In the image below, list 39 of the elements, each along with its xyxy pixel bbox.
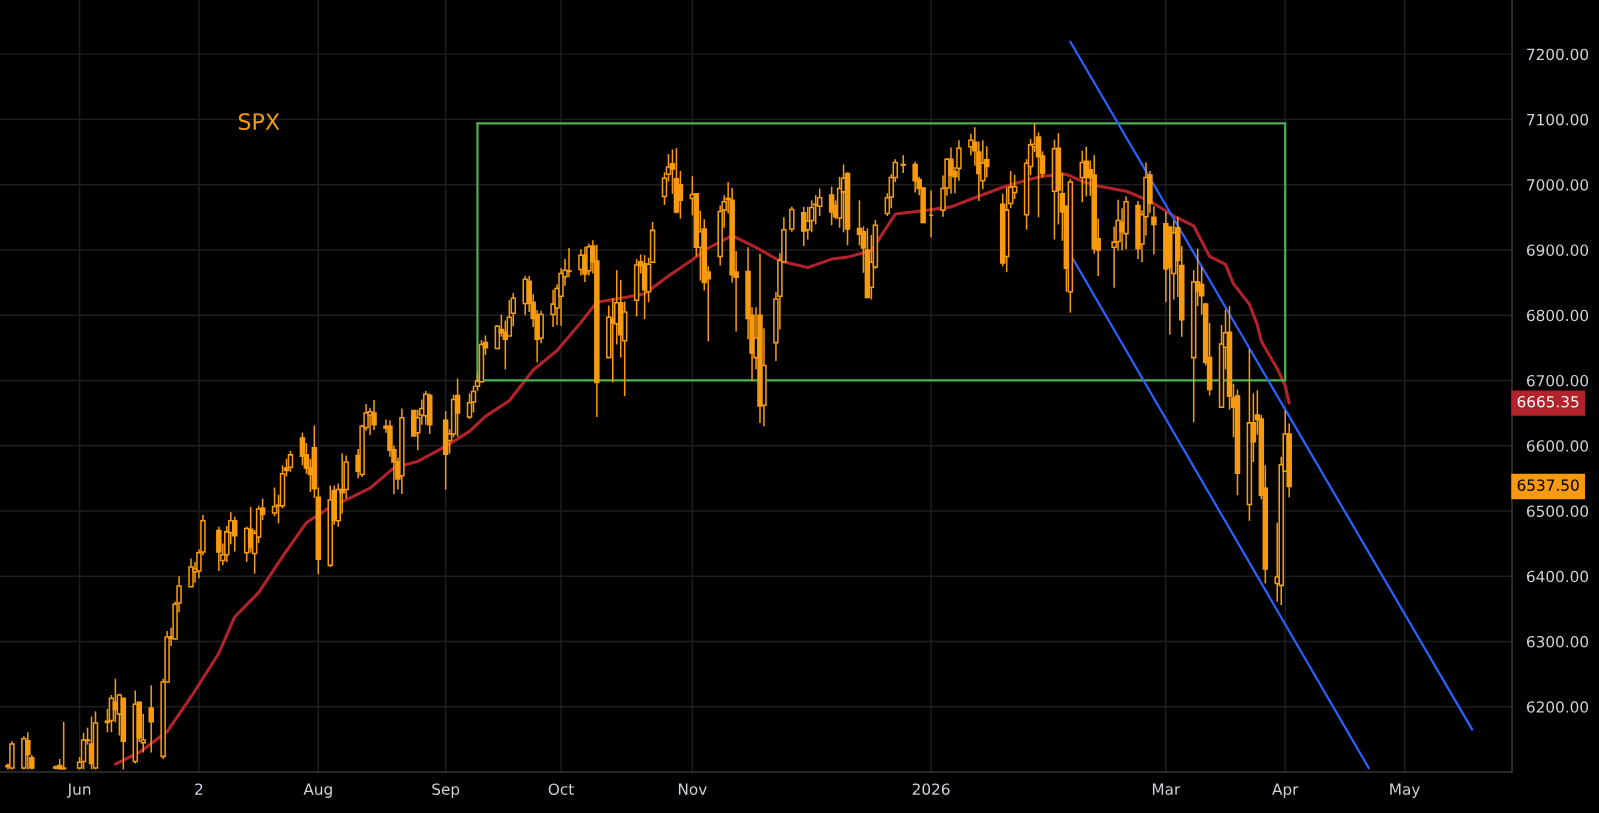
x-tick-label: Aug xyxy=(303,783,332,798)
candlestick xyxy=(232,516,238,553)
x-tick-label: Oct xyxy=(548,783,574,795)
candlestick xyxy=(912,161,918,194)
y-tick-label: 6700.00 xyxy=(1526,374,1589,387)
candlestick xyxy=(216,525,222,572)
candlestick xyxy=(371,399,377,431)
x-tick-label: 2026 xyxy=(912,783,950,795)
y-tick-label: 6500.00 xyxy=(1526,505,1589,518)
y-tick-label: 6600.00 xyxy=(1526,440,1589,452)
x-tick-label: Apr xyxy=(1272,783,1299,798)
candlestick xyxy=(287,450,294,473)
x-tick-label: Mar xyxy=(1152,783,1181,795)
y-tick-label: 6800.00 xyxy=(1526,309,1589,322)
y-tick-label: 6300.00 xyxy=(1526,635,1589,648)
x-tick-label: Jun xyxy=(66,783,91,798)
text: SPX xyxy=(238,113,280,130)
candlestick xyxy=(789,206,795,233)
y-tick-label: 7100.00 xyxy=(1527,113,1589,126)
candlestick xyxy=(677,170,684,220)
y-tick-label: 6200.00 xyxy=(1526,701,1589,713)
candlestick xyxy=(801,206,807,247)
candlestick xyxy=(900,154,906,174)
candlestick xyxy=(1151,205,1157,256)
x-tick-label: Sep xyxy=(432,783,460,798)
x-tick-label: 2 xyxy=(195,783,203,795)
text: 6665.35 xyxy=(1517,395,1579,408)
text: 6537.50 xyxy=(1517,479,1579,491)
y-tick-label: 6400.00 xyxy=(1526,570,1589,583)
candlestick xyxy=(550,288,556,328)
y-tick-label: 7200.00 xyxy=(1527,48,1589,61)
candlestick xyxy=(566,247,572,279)
x-tick-label: May xyxy=(1390,783,1420,798)
x-tick-label: Nov xyxy=(678,783,707,795)
candlestick xyxy=(188,557,194,588)
candlestick xyxy=(148,684,154,754)
candlestick xyxy=(538,309,544,345)
y-tick-label: 6900.00 xyxy=(1526,244,1589,256)
y-tick-label: 7000.00 xyxy=(1527,179,1589,191)
